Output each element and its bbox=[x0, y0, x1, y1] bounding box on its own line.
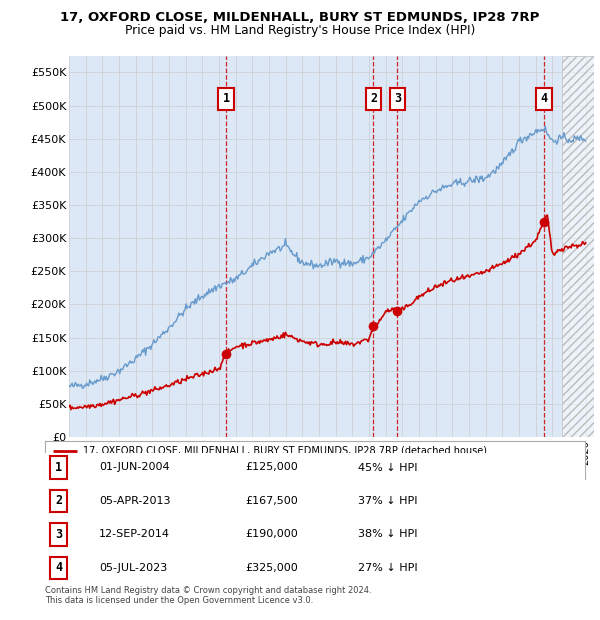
Text: £325,000: £325,000 bbox=[245, 563, 298, 573]
Text: £125,000: £125,000 bbox=[245, 463, 298, 472]
Text: 37% ↓ HPI: 37% ↓ HPI bbox=[358, 496, 418, 506]
Text: £167,500: £167,500 bbox=[245, 496, 298, 506]
Bar bbox=[562, 56, 594, 437]
Text: This data is licensed under the Open Government Licence v3.0.: This data is licensed under the Open Gov… bbox=[45, 596, 313, 606]
Text: 4: 4 bbox=[541, 92, 548, 105]
Text: 05-JUL-2023: 05-JUL-2023 bbox=[99, 563, 167, 573]
Text: 45% ↓ HPI: 45% ↓ HPI bbox=[358, 463, 418, 472]
Text: 3: 3 bbox=[55, 528, 62, 541]
Text: 17, OXFORD CLOSE, MILDENHALL, BURY ST EDMUNDS, IP28 7RP (detached house): 17, OXFORD CLOSE, MILDENHALL, BURY ST ED… bbox=[83, 446, 487, 456]
Text: 4: 4 bbox=[55, 562, 62, 574]
Text: £190,000: £190,000 bbox=[245, 529, 298, 539]
Bar bbox=[562, 56, 594, 437]
Text: 01-JUN-2004: 01-JUN-2004 bbox=[99, 463, 170, 472]
Text: Contains HM Land Registry data © Crown copyright and database right 2024.: Contains HM Land Registry data © Crown c… bbox=[45, 586, 371, 595]
Text: 3: 3 bbox=[394, 92, 401, 105]
Text: 17, OXFORD CLOSE, MILDENHALL, BURY ST EDMUNDS, IP28 7RP: 17, OXFORD CLOSE, MILDENHALL, BURY ST ED… bbox=[61, 11, 539, 24]
Text: 27% ↓ HPI: 27% ↓ HPI bbox=[358, 563, 418, 573]
Text: 1: 1 bbox=[55, 461, 62, 474]
Text: 2: 2 bbox=[55, 495, 62, 507]
Text: 2: 2 bbox=[370, 92, 377, 105]
Text: Price paid vs. HM Land Registry's House Price Index (HPI): Price paid vs. HM Land Registry's House … bbox=[125, 24, 475, 37]
Text: HPI: Average price, detached house, West Suffolk: HPI: Average price, detached house, West… bbox=[83, 463, 324, 473]
Text: 38% ↓ HPI: 38% ↓ HPI bbox=[358, 529, 418, 539]
Text: 12-SEP-2014: 12-SEP-2014 bbox=[99, 529, 170, 539]
Text: 1: 1 bbox=[223, 92, 230, 105]
Text: 05-APR-2013: 05-APR-2013 bbox=[99, 496, 170, 506]
